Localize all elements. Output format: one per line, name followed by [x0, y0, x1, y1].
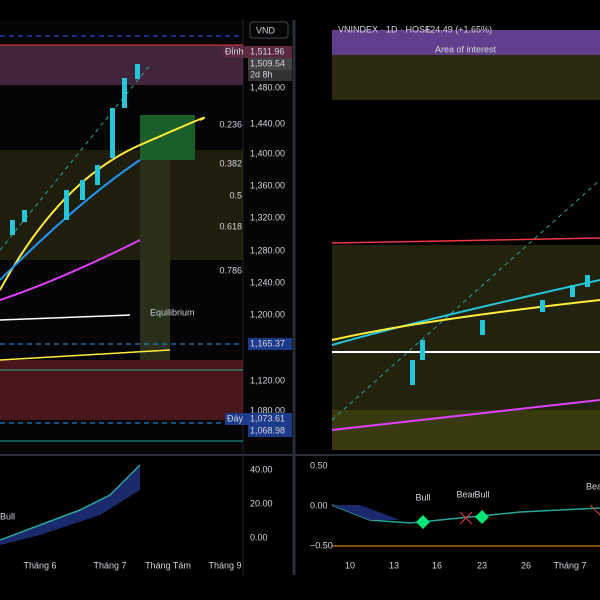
zone — [332, 30, 600, 55]
fib-label: 0.5 — [229, 190, 242, 200]
indicator-line — [0, 116, 205, 291]
price-change: +24.49 (+1.65%) — [425, 24, 492, 34]
oscillator-area — [332, 505, 400, 520]
time-label: 23 — [477, 560, 487, 570]
signal-label: Bea — [586, 481, 600, 491]
trend-line — [331, 179, 600, 421]
oscillator-label: 0.50 — [310, 460, 328, 470]
indicator-line — [331, 279, 600, 346]
zone-label: Area of interest — [435, 44, 497, 54]
time-label: Tháng 9 — [208, 560, 241, 570]
price-label: 1,240.00 — [250, 277, 285, 287]
price-label: 1,511.96 — [250, 46, 284, 56]
countdown-bg — [248, 69, 292, 81]
price-label: 1,400.00 — [250, 148, 285, 158]
indicator-line — [0, 159, 141, 281]
indicator-line — [0, 239, 141, 301]
fib-label: 0.382 — [219, 158, 242, 168]
indicator-line — [331, 299, 600, 341]
zone — [140, 160, 170, 360]
candles — [410, 275, 590, 385]
time-label: Tháng 6 — [23, 560, 56, 570]
oscillator-label: 20.00 — [250, 498, 273, 508]
price-label: 1,165.37 — [250, 338, 285, 348]
time-label: Tháng 7 — [93, 560, 126, 570]
zone — [332, 55, 600, 100]
equilibrium: Equilibrium — [150, 307, 195, 317]
time-label: 10 — [345, 560, 355, 570]
price-label: 1,068.98 — [250, 425, 285, 435]
oscillator-line — [331, 504, 600, 524]
time-label: Tháng Tám — [145, 560, 191, 570]
price-label: 1,280.00 — [250, 245, 285, 255]
price-label-bg — [248, 46, 292, 58]
symbol: VNINDEX · 1D · HOSE — [338, 24, 431, 34]
fib-label: 0.618 — [219, 221, 242, 231]
bear-marker — [459, 504, 600, 525]
zone — [140, 115, 195, 160]
price-label: 1,073.61 — [250, 413, 285, 423]
price-label-bg — [248, 413, 292, 425]
signal-label: Bull — [415, 492, 430, 502]
price-label: 1,080.00 — [250, 405, 285, 415]
price-label: 1,509.54 — [250, 58, 285, 68]
fib-label: 0.236 — [219, 119, 242, 129]
price-label: 1,360.00 — [250, 180, 285, 190]
oscillator-label: −0.50 — [310, 540, 333, 550]
top-marker: Đỉnh — [225, 46, 244, 56]
price-label: 1,480.00 — [250, 82, 285, 92]
bull-marker — [416, 510, 489, 529]
zone — [0, 360, 243, 420]
price-label-bg — [248, 58, 292, 70]
countdown: 2d 8h — [250, 69, 273, 79]
oscillator-label: 0.00 — [250, 532, 268, 542]
zone — [0, 45, 243, 85]
bottom-marker: Đáy — [227, 413, 244, 423]
candles — [10, 64, 140, 235]
price-label: 1,200.00 — [250, 309, 285, 319]
oscillator-line — [0, 464, 141, 541]
level-line — [331, 237, 600, 244]
time-label: 26 — [521, 560, 531, 570]
currency-box — [249, 21, 289, 39]
zone — [332, 410, 600, 450]
time-label: Tháng 7 — [553, 560, 586, 570]
oscillator-label: 0.00 — [310, 500, 328, 510]
price-label: 1,120.00 — [250, 375, 285, 385]
price-label-bg — [248, 425, 292, 437]
signal-label: Bear — [456, 489, 475, 499]
signal-label: Bull — [474, 489, 489, 499]
indicator-line — [0, 349, 171, 361]
signal-label: Bull — [0, 511, 15, 521]
price-label: 1,320.00 — [250, 212, 285, 222]
price-label: 1,440.00 — [250, 118, 285, 128]
oscillator-area — [0, 465, 140, 545]
indicator-line — [0, 314, 131, 321]
time-label: 13 — [389, 560, 399, 570]
price-label-bg — [248, 338, 292, 350]
oscillator-label: 40.00 — [250, 464, 273, 474]
currency: VND — [256, 25, 276, 35]
time-label: 16 — [432, 560, 442, 570]
fib-label: 0.786 — [219, 265, 242, 275]
indicator-line — [331, 399, 600, 431]
